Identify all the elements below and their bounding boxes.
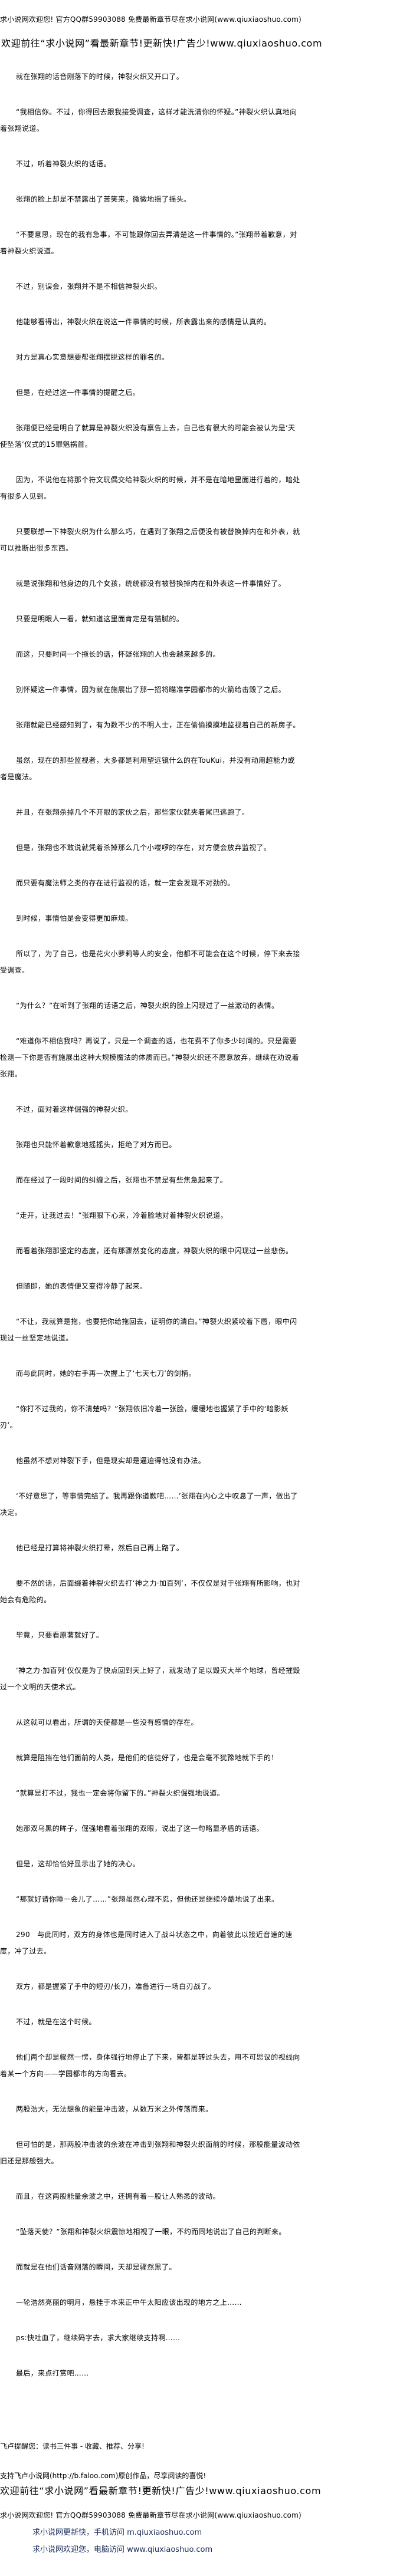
paragraph: “不让，我就算是拖，也要把你给拖回去，证明你的清白。”神裂火织紧咬着下唇，眼中闪… — [0, 1317, 297, 1342]
paragraph: “坠落天使？”张翔和神裂火织震惊地相视了一眼，不约而同地说出了自己的判断来。 — [16, 2228, 286, 2236]
paragraph: “那就好请你睡一会儿了……”张翔虽然心理不忍，但他还是继续冷酷地说了出来。 — [16, 1895, 279, 1903]
paragraph: 但是，张翔也不敢说就凭着杀掉那么几个小喽啰的存在，对方便会放弃监视了。 — [16, 844, 271, 852]
paragraph: 对方是真心实意想要帮张翔摆脱这样的罪名的。 — [16, 353, 169, 361]
paragraph: “走开，让我过去！”张翔狠下心来，冷着脸地对着神裂火织说道。 — [16, 1211, 228, 1220]
promo-banner-bottom: 欢迎前往“求小说网”看最新章节!更新快!广告少!www.qiuxiaoshuo.… — [0, 2485, 322, 2496]
paragraph: 两股浩大，无法想象的能量冲击波，从数万米之外传荡而来。 — [16, 2105, 213, 2113]
paragraph: 不过，别误会，张翔并不是不相信神裂火织。 — [16, 282, 162, 291]
paragraph: 但是，这却恰恰好显示出了她的决心。 — [16, 1860, 140, 1868]
paragraph: ‘神之力·加百列’仅仅是为了快点回到天上好了，就发动了足以毁灭大半个地球，曾经摧… — [0, 1666, 300, 1691]
paragraph: 但是，在经过这一件事情的提醒之后。 — [16, 388, 140, 397]
paragraph: 从这就可以看出，所谓的天使都是一些没有感情的存在。 — [16, 1718, 198, 1727]
paragraph: 要不然的话，后面缀着神裂火织去打‘神之力·加百列’，不仅仅是对于张翔有所影响，也… — [0, 1579, 300, 1604]
paragraph: 虽然，现在的那些监视者，大多都是利用望远镜什么的在TouKui，并没有动用超能力… — [0, 756, 295, 781]
paragraph: “我相信你。不过，你得回去跟我接受调查，这样才能洗清你的怀疑。”神裂火织认真地向… — [0, 108, 297, 133]
support-faloo-notice: 支持飞卢小说网(http://b.faloo.com)原创作品，尽享阅读的喜悦! — [0, 2472, 206, 2480]
paragraph: 到时候，事情怕是会变得更加麻烦。 — [16, 914, 133, 923]
paragraph: 就在张翔的话音刚落下的时候，神裂火织又开口了。 — [16, 73, 184, 81]
paragraph: 但可怕的是，那两股冲击波的余波在冲击到张翔和神裂火织面前的时候，那股能量波动依旧… — [0, 2140, 300, 2165]
paragraph: 最后，来点打赏吧…… — [16, 2369, 89, 2377]
paragraph: 但随即，她的表情便又变得冷静了起来。 — [16, 1282, 148, 1290]
paragraph: 只要联想一下神裂火织为什么那么巧，在遇到了张翔之后便没有被替换掉内在和外表，就可… — [0, 528, 300, 552]
paragraph: 而只要有魔法师之类的存在进行监视的话，就一定会发现不对劲的。 — [16, 879, 235, 887]
paragraph: 所以了，为了自己，也是花火小萝莉等人的安全，他都不可能会在这个时候，停下来去接受… — [0, 950, 300, 974]
site-notice-bottom: 求小说网欢迎您! 官方QQ群59903088 免费最新章节尽在求小说网(www.… — [0, 2511, 301, 2519]
paragraph: 他已经是打算将神裂火织打晕，然后自己再上路了。 — [16, 1544, 184, 1552]
promo-banner-top: 欢迎前往“求小说网”看最新章节!更新快!广告少!www.qiuxiaoshuo.… — [1, 38, 323, 49]
paragraph: 而看着张翔那坚定的态度，还有那骤然变化的态度，神裂火织的眼中闪现过一丝悲伤。 — [16, 1247, 293, 1255]
paragraph: 而且，在这两股能量余波之中，还拥有着一股让人熟悉的波动。 — [16, 2192, 220, 2201]
paragraph: 张翔的脸上却是不禁露出了苦笑来，微微地摇了摇头。 — [16, 195, 191, 203]
paragraph: “难道你不相信我吗？再说了，只是一个调查的话，也花费不了你多少时间的。只是需要检… — [0, 1037, 299, 1078]
paragraph: “就算是打不过，我也一定会将你留下的。”神裂火织倔强地说道。 — [16, 1789, 224, 1797]
site-notice-top: 求小说网欢迎您! 官方QQ群59903088 免费最新章节尽在求小说网(www.… — [0, 15, 301, 24]
desktop-access-link[interactable]: 求小说网欢迎您，电脑访问 www.qiuxiaoshuo.com — [32, 2545, 213, 2554]
paragraph: 他能够看得出，神裂火织在说这一件事情的时候，所表露出来的感情是认真的。 — [16, 318, 271, 326]
paragraph: 就算是阻挡在他们面前的人类，是他们的信徒好了，也是会毫不犹豫地就下手的！ — [16, 1754, 278, 1762]
paragraph: “不要意思，现在的我有急事，不可能跟你回去弄清楚这一件事情的。”张翔带着歉意，对… — [0, 230, 297, 255]
paragraph: 她那双乌黑的眸子，倔强地看着张翔的双眼，说出了这一句略显矛盾的话语。 — [16, 1824, 264, 1833]
paragraph: 别怀疑这一件事情，因为就在施展出了那一招将瞄准学园都市的火箭给击毁了之后。 — [16, 686, 286, 694]
paragraph: 不过，就是在这个时候。 — [16, 2018, 96, 2026]
paragraph: 张翔也只能怀着歉意地摇摇头，拒绝了对方而已。 — [16, 1141, 176, 1149]
paragraph: 张翔就能已经感知到了，有为数不少的不明人士，正在偷偷摸摸地监视着自己的新房子。 — [16, 721, 300, 729]
paragraph: 毕竟，只要看原著就好了。 — [16, 1631, 104, 1639]
paragraph: 而在经过了一段时间的纠缠之后，张翔也不禁是有些焦急起来了。 — [16, 1176, 228, 1184]
paragraph: 他们两个却是骤然一愣，身体强行地停止了下来，皆都是转过头去，用不可思议的视线向着… — [0, 2053, 300, 2078]
paragraph: 不过，面对着这样倔强的神裂火织。 — [16, 1105, 133, 1114]
paragraph: 290 与此同时，双方的身体也是同时进入了战斗状态之中，向着彼此以接近音速的速度… — [0, 1931, 293, 1955]
paragraph: 他虽然不想对神裂下手，但是现实却是逼迫得他没有办法。 — [16, 1457, 206, 1465]
paragraph: 只要是明眼人一看，就知道这里面肯定是有猫腻的。 — [16, 615, 184, 623]
paragraph: 而与此同时，她的右手再一次握上了‘七天七刀’的剑柄。 — [16, 1369, 196, 1378]
paragraph: 一轮浩然亮丽的明月，悬挂于本来正中午太阳应该出现的地方之上…… — [16, 2298, 242, 2307]
paragraph: 双方，都是握紧了手中的短刃/长刀，准备进行一场白刃战了。 — [16, 1982, 215, 1991]
chapter-content: 就在张翔的话音刚落下的时候，神裂火织又开口了。 “我相信你。不过，你得回去跟我接受… — [0, 68, 302, 2400]
paragraph: 张翔便已经是明白了就算是神裂火织没有禀告上去，自己也有很大的可能会被认为是‘天使… — [0, 424, 296, 449]
paragraph: 不过，听着神裂火织的话语。 — [16, 160, 111, 168]
paragraph: ps:快吐血了，继续码字去，求大家继续支持啊…… — [16, 2334, 181, 2342]
reading-reminder: 飞卢提醒您：读书三件事 - 收藏、推荐、分享! — [0, 2442, 145, 2450]
paragraph: 而就是在他们话音刚落的瞬间，天却是骤然黑了。 — [16, 2263, 176, 2271]
paragraph: 就是说张翔和他身边的几个女孩，统统都没有被替换掉内在和外表这一件事情好了。 — [16, 579, 286, 588]
paragraph: 因为，不说他在将那个符文玩偶交给神裂火织的时候，并不是在暗地里面进行着的，暗处有… — [0, 476, 300, 500]
footer: 飞卢提醒您：读书三件事 - 收藏、推荐、分享! 支持飞卢小说网(http://b… — [0, 2442, 413, 2554]
paragraph: “你打不过我的，你不清楚吗？”张翔依旧冷着一张脸，缓缓地也握紧了手中的‘暗影妖刃… — [0, 1405, 289, 1429]
mobile-access-link[interactable]: 求小说网更新快，手机访问 m.qiuxiaoshuo.com — [32, 2528, 202, 2537]
paragraph: ‘不好意思了，等事情完结了。我再跟你道歉吧……’张翔在内心之中叹息了一声，做出了… — [0, 1492, 298, 1517]
paragraph: 而这，只要时间一个拖长的话，怀疑张翔的人也会越来越多的。 — [16, 650, 220, 658]
paragraph: 并且，在张翔杀掉几个不开眼的家伙之后，那些家伙就夹着尾巴逃跑了。 — [16, 808, 250, 816]
paragraph: “为什么？”在听到了张翔的话语之后，神裂火织的脸上闪现过了一丝激动的表情。 — [16, 1002, 279, 1010]
